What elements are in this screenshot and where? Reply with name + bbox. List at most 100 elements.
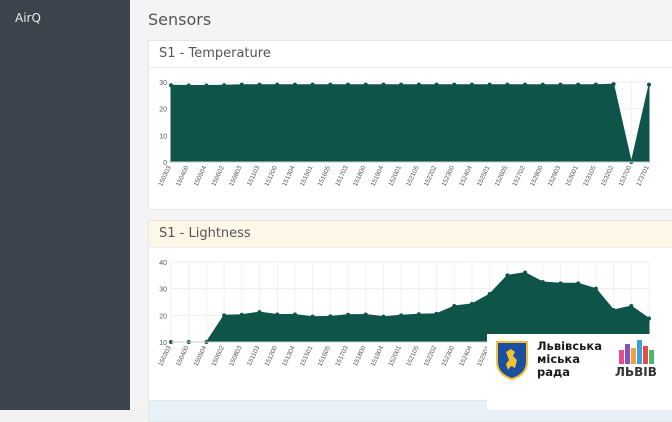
data-point[interactable]	[328, 82, 333, 87]
x-tick-label: 152605	[494, 165, 510, 188]
data-point[interactable]	[487, 82, 492, 87]
x-tick-label: 150803	[228, 165, 244, 188]
x-tick-label: 151605	[317, 345, 333, 368]
y-tick-label: 20	[159, 313, 167, 320]
series-area	[170, 83, 650, 163]
data-point[interactable]	[186, 83, 191, 88]
data-point[interactable]	[434, 82, 439, 87]
data-point[interactable]	[558, 281, 563, 286]
x-tick-label: 151703	[334, 345, 350, 368]
data-point[interactable]	[257, 82, 262, 87]
data-point[interactable]	[399, 313, 404, 318]
x-tick-label: 151904	[370, 165, 386, 188]
x-tick-label: 150803	[228, 345, 244, 368]
x-tick-label: 173701	[635, 165, 651, 188]
data-point[interactable]	[611, 308, 616, 312]
x-tick-label: 152202	[423, 345, 439, 368]
data-point[interactable]	[328, 314, 333, 319]
data-point[interactable]	[540, 82, 545, 87]
y-tick-label: 10	[159, 340, 167, 347]
data-point[interactable]	[629, 304, 634, 308]
x-tick-label: 153202	[600, 165, 616, 188]
data-point[interactable]	[346, 82, 351, 87]
sidebar: AirQ	[0, 0, 130, 410]
x-tick-label: 151904	[370, 345, 386, 368]
data-point[interactable]	[611, 82, 616, 87]
x-tick-label: 150303	[157, 345, 173, 368]
x-tick-label: 150504	[193, 345, 209, 368]
data-point[interactable]	[204, 83, 209, 88]
y-tick-label: 0	[163, 160, 167, 167]
data-point[interactable]	[381, 314, 386, 319]
x-tick-label: 151103	[246, 165, 261, 188]
x-tick-label: 151200	[264, 345, 280, 368]
data-point[interactable]	[169, 83, 173, 88]
data-point[interactable]	[239, 312, 244, 317]
x-tick-label: 153105	[582, 165, 598, 188]
data-point[interactable]	[399, 82, 404, 87]
x-tick-label: 150504	[193, 165, 209, 188]
city-council-logo: Львівська міська рада ЛЬВІВ	[487, 334, 672, 410]
data-point[interactable]	[275, 312, 280, 317]
data-point[interactable]	[292, 312, 297, 317]
data-point[interactable]	[505, 273, 510, 278]
panel-title: S1 - Lightness	[149, 221, 672, 248]
x-tick-label: 152404	[458, 345, 474, 368]
data-point[interactable]	[363, 82, 368, 87]
x-tick-label: 151501	[299, 165, 315, 188]
data-point[interactable]	[310, 314, 315, 319]
data-point[interactable]	[540, 280, 545, 284]
data-point[interactable]	[416, 82, 421, 87]
data-point[interactable]	[469, 301, 474, 306]
data-point[interactable]	[452, 304, 457, 308]
data-point[interactable]	[523, 270, 528, 275]
x-tick-label: 152702	[511, 165, 527, 188]
data-point[interactable]	[647, 82, 651, 87]
data-point[interactable]	[523, 82, 528, 87]
data-point[interactable]	[469, 82, 474, 87]
data-point[interactable]	[239, 82, 244, 87]
data-point[interactable]	[576, 281, 581, 286]
x-tick-label: 150400	[175, 165, 191, 188]
data-point[interactable]	[222, 313, 227, 318]
data-point[interactable]	[576, 82, 581, 87]
data-point[interactable]	[257, 310, 262, 315]
data-point[interactable]	[346, 312, 351, 317]
data-point[interactable]	[363, 312, 368, 317]
data-point[interactable]	[593, 82, 598, 87]
data-point[interactable]	[292, 82, 297, 87]
data-point[interactable]	[434, 311, 439, 316]
data-point[interactable]	[275, 82, 280, 87]
data-point[interactable]	[647, 316, 651, 321]
x-tick-label: 152001	[387, 165, 403, 188]
x-tick-label: 152202	[423, 165, 439, 188]
logo-line: Львівська	[537, 339, 602, 353]
x-tick-label: 151703	[334, 165, 350, 188]
logo-line: рада	[537, 365, 571, 379]
lightness-panel: S1 - Lightness 10 20 30 40 150303 150400 15050…	[148, 220, 672, 412]
y-tick-label: 10	[159, 133, 167, 140]
coat-of-arms-icon	[496, 341, 528, 380]
data-point[interactable]	[452, 82, 457, 87]
x-tick-label: 151200	[264, 165, 280, 188]
data-point[interactable]	[381, 82, 386, 87]
data-point[interactable]	[310, 82, 315, 87]
y-tick-label: 20	[159, 107, 167, 114]
page-title: Sensors	[148, 10, 212, 29]
data-point[interactable]	[416, 312, 421, 317]
x-tick-label: 152800	[529, 165, 545, 188]
city-name: ЛЬВІВ	[615, 365, 657, 379]
data-point[interactable]	[558, 82, 563, 87]
data-point[interactable]	[505, 82, 510, 87]
app-title[interactable]: AirQ	[15, 11, 41, 25]
x-tick-label: 150400	[175, 345, 191, 368]
data-point[interactable]	[487, 292, 492, 296]
x-tick-label: 151304	[281, 165, 297, 188]
x-tick-label: 152105	[405, 345, 421, 368]
x-tick-label: 152501	[476, 165, 492, 188]
x-tick-label: 151501	[299, 345, 315, 368]
x-tick-label: 150602	[210, 165, 226, 188]
data-point[interactable]	[222, 83, 227, 88]
data-point[interactable]	[593, 286, 598, 291]
